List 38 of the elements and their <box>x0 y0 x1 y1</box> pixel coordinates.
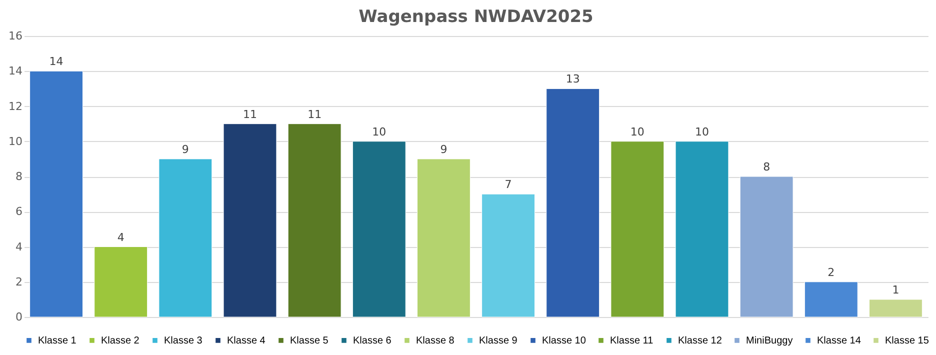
y-tick-label: 8 <box>16 170 22 183</box>
data-label: 11 <box>243 108 257 121</box>
data-label: 13 <box>566 72 580 86</box>
y-tick-label: 4 <box>16 240 22 254</box>
legend-label: Klasse 10 <box>542 335 586 346</box>
y-tick-label: 0 <box>16 310 22 324</box>
legend-label: Klasse 9 <box>479 335 518 346</box>
legend-label: Klasse 12 <box>678 335 722 346</box>
data-label: 7 <box>504 178 512 192</box>
y-tick-label: 6 <box>16 205 22 218</box>
legend-label: Klasse 8 <box>416 335 455 346</box>
data-label: 4 <box>117 230 124 244</box>
data-label: 14 <box>49 55 64 68</box>
legend-label: Klasse 15 <box>885 335 930 346</box>
data-label: 9 <box>182 142 189 156</box>
y-tick-label: 10 <box>8 134 22 148</box>
data-label: 11 <box>308 108 322 121</box>
y-tick-label: 14 <box>8 64 22 78</box>
legend-label: Klasse 2 <box>101 335 140 346</box>
legend-label: Klasse 1 <box>38 335 77 346</box>
data-label: 9 <box>440 142 448 156</box>
legend-label: Klasse 14 <box>817 335 862 346</box>
data-label: 10 <box>630 125 644 138</box>
legend-label: Klasse 11 <box>610 335 654 346</box>
legend-label: Klasse 5 <box>290 335 329 346</box>
legend-label: Klasse 6 <box>353 335 392 346</box>
data-label: 10 <box>372 125 386 138</box>
data-label: 10 <box>695 125 709 138</box>
chart-title: Wagenpass NWDAV2025 <box>358 7 594 27</box>
legend-label: Klasse 4 <box>227 335 266 346</box>
y-tick-label: 12 <box>8 100 22 113</box>
data-label: 8 <box>763 160 770 174</box>
legend-label: MiniBuggy <box>746 335 793 346</box>
data-label: 2 <box>828 266 835 279</box>
y-tick-label: 16 <box>8 30 22 42</box>
legend-label: Klasse 3 <box>164 335 203 346</box>
y-tick-label: 2 <box>16 275 22 288</box>
data-label: 1 <box>892 283 900 296</box>
